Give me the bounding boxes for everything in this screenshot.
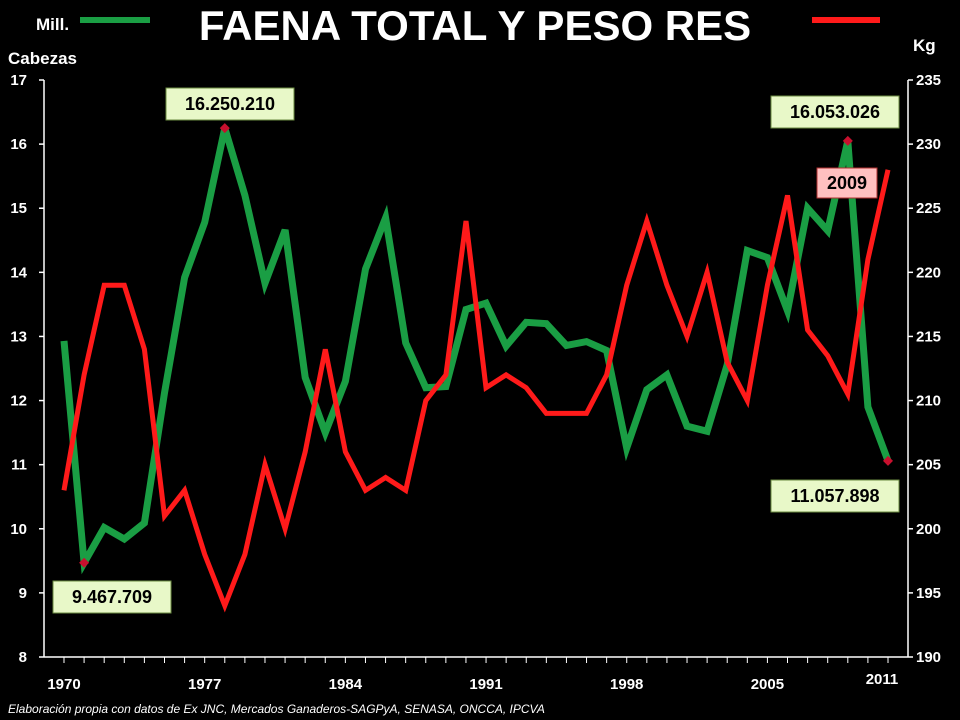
y-left-tick-label: 12 xyxy=(10,393,27,410)
peso-series-line xyxy=(61,169,891,613)
y-left-ticks: 8 9 10 11 12 13 14 15 16 17 xyxy=(10,72,44,666)
y-right-ticks: 190 195 200 205 210 215 220 225 230 235 xyxy=(908,72,941,666)
y-right-tick-label: 220 xyxy=(916,264,941,281)
y-right-tick-label: 190 xyxy=(916,649,941,666)
y-right-tick-label: 210 xyxy=(916,393,941,410)
x-tick-label: 1998 xyxy=(610,676,643,693)
y-right-tick-label: 205 xyxy=(916,457,941,474)
x-tick-label: 1970 xyxy=(47,676,80,693)
callout-layer: 16.250.210 9.467.709 16.053.026 11.057.898 2… xyxy=(52,87,900,614)
x-tick-label: 2005 xyxy=(751,676,784,693)
y-right-tick-label: 235 xyxy=(916,72,941,89)
callout-box xyxy=(165,87,295,121)
y-right-label: Kg xyxy=(913,36,936,55)
y-left-tick-label: 15 xyxy=(10,200,27,217)
x-ticks: 1970 1977 1984 1991 1998 2005 2011 xyxy=(47,657,898,693)
data-point-marker xyxy=(883,455,893,466)
y-right-tick-label: 195 xyxy=(916,585,941,602)
source-note: Elaboración propia con datos de Ex JNC, … xyxy=(8,702,545,716)
callout-box xyxy=(770,479,900,513)
data-point-marker xyxy=(219,123,230,134)
y-left-tick-label: 13 xyxy=(10,328,27,345)
y-right-tick-label: 200 xyxy=(916,521,941,538)
callout-box xyxy=(816,167,878,199)
y-left-tick-label: 17 xyxy=(10,72,27,89)
callout-label: 2009 xyxy=(827,173,867,193)
x-tick-label: 1991 xyxy=(469,676,502,693)
y-left-tick-label: 10 xyxy=(10,521,27,538)
y-left-tick-label: 11 xyxy=(11,457,27,474)
x-tick-label-last: 2011 xyxy=(866,671,899,688)
y-left-tick-label: 16 xyxy=(10,136,27,153)
data-point-marker xyxy=(79,557,90,568)
data-point-marker xyxy=(842,135,853,146)
x-tick-label: 1977 xyxy=(188,676,221,693)
marker-layer xyxy=(79,123,893,568)
y-right-tick-label: 225 xyxy=(916,200,941,217)
callout-label: 16.053.026 xyxy=(790,102,880,122)
y-left-label-line2: Cabezas xyxy=(8,49,77,68)
y-right-tick-label: 230 xyxy=(916,136,941,153)
y-left-tick-label: 14 xyxy=(10,264,27,281)
y-right-tick-label: 215 xyxy=(916,328,941,345)
callout-label: 11.057.898 xyxy=(790,486,879,506)
callout-box xyxy=(52,580,172,614)
y-left-label-line1: Mill. xyxy=(36,15,69,34)
chart-title: FAENA TOTAL Y PESO RES xyxy=(199,2,751,49)
callout-label: 16.250.210 xyxy=(185,94,275,114)
callout-label: 9.467.709 xyxy=(72,587,152,607)
x-tick-label: 1984 xyxy=(329,676,363,693)
y-left-tick-label: 8 xyxy=(19,649,27,666)
callout-box xyxy=(770,95,900,129)
y-left-tick-label: 9 xyxy=(19,585,27,602)
series-layer xyxy=(60,127,892,613)
